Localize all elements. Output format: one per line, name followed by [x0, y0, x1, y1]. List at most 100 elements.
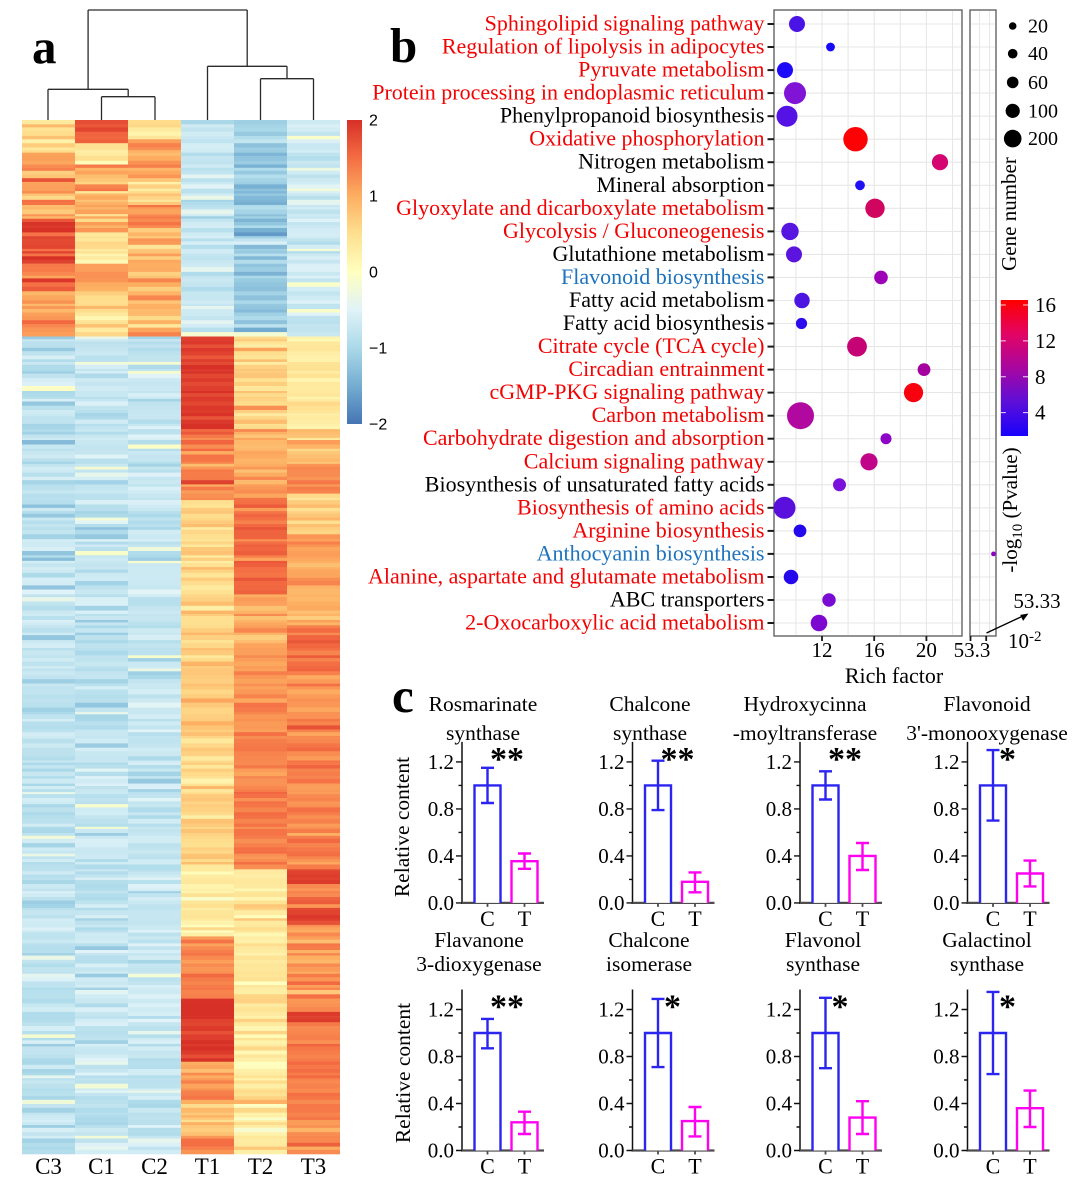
svg-text:40: 40	[1028, 43, 1048, 65]
svg-text:T3: T3	[301, 1154, 327, 1179]
svg-text:Glyoxylate and dicarboxylate m: Glyoxylate and dicarboxylate metabolism	[396, 195, 764, 220]
svg-text:T2: T2	[248, 1154, 274, 1179]
svg-text:0.0: 0.0	[766, 891, 792, 915]
svg-text:60: 60	[1028, 72, 1048, 94]
svg-text:a: a	[32, 19, 57, 74]
svg-text:*: *	[832, 989, 849, 1026]
svg-text:Carbohydrate digestion and abs: Carbohydrate digestion and absorption	[423, 425, 765, 450]
svg-text:1.2: 1.2	[933, 750, 959, 774]
svg-text:4: 4	[1035, 401, 1046, 425]
svg-text:Phenylpropanoid biosynthesis: Phenylpropanoid biosynthesis	[500, 103, 765, 128]
svg-text:0.0: 0.0	[598, 891, 624, 915]
svg-text:T: T	[518, 1154, 532, 1179]
svg-text:12: 12	[812, 638, 833, 662]
svg-text:**: **	[661, 741, 695, 778]
svg-text:Flavonol: Flavonol	[785, 928, 861, 952]
svg-text:0.8: 0.8	[933, 797, 959, 821]
svg-text:1.2: 1.2	[428, 750, 454, 774]
svg-text:C2: C2	[141, 1154, 168, 1179]
svg-text:0.0: 0.0	[428, 891, 454, 915]
svg-text:C1: C1	[88, 1154, 115, 1179]
svg-text:0.8: 0.8	[933, 1045, 959, 1069]
svg-text:T: T	[688, 906, 702, 931]
svg-text:0.4: 0.4	[428, 844, 455, 868]
svg-text:Hydroxycinna: Hydroxycinna	[744, 692, 867, 716]
svg-text:0.0: 0.0	[933, 891, 959, 915]
svg-text:Regulation of lipolysis in adi: Regulation of lipolysis in adipocytes	[442, 34, 765, 59]
svg-text:10-2: 10-2	[1008, 629, 1042, 653]
svg-text:0.8: 0.8	[428, 1045, 454, 1069]
svg-text:0.4: 0.4	[766, 844, 793, 868]
svg-text:Rich factor: Rich factor	[845, 663, 944, 688]
svg-text:Glycolysis / Gluconeogenesis: Glycolysis / Gluconeogenesis	[503, 218, 765, 243]
svg-text:0.0: 0.0	[428, 1139, 454, 1163]
svg-text:*: *	[664, 989, 681, 1026]
svg-text:**: **	[490, 741, 524, 778]
svg-text:Oxidative phosphorylation: Oxidative phosphorylation	[529, 126, 764, 151]
svg-text:Alanine, aspartate and glutama: Alanine, aspartate and glutamate metabol…	[368, 564, 764, 589]
svg-text:C: C	[818, 906, 833, 931]
svg-text:Chalcone: Chalcone	[608, 928, 689, 952]
svg-text:Flavanone: Flavanone	[434, 928, 524, 952]
svg-text:Chalcone: Chalcone	[609, 692, 690, 716]
svg-text:0.0: 0.0	[933, 1139, 959, 1163]
svg-text:C3: C3	[35, 1154, 62, 1179]
svg-text:Biosynthesis of unsaturated fa: Biosynthesis of unsaturated fatty acids	[425, 471, 765, 496]
svg-text:T: T	[1023, 1154, 1037, 1179]
svg-text:3-dioxygenase: 3-dioxygenase	[416, 952, 541, 976]
svg-text:Relative content: Relative content	[390, 757, 414, 897]
svg-text:Pyruvate metabolism: Pyruvate metabolism	[578, 57, 764, 82]
svg-text:0.4: 0.4	[933, 1092, 960, 1116]
svg-text:Arginine biosynthesis: Arginine biosynthesis	[572, 517, 764, 542]
svg-text:0.8: 0.8	[598, 1045, 624, 1069]
svg-text:Anthocyanin biosynthesis: Anthocyanin biosynthesis	[537, 540, 765, 565]
svg-text:0.8: 0.8	[766, 797, 792, 821]
svg-text:isomerase: isomerase	[606, 952, 692, 976]
svg-text:Carbon metabolism: Carbon metabolism	[592, 402, 765, 427]
svg-text:*: *	[999, 989, 1016, 1026]
svg-text:0.8: 0.8	[598, 797, 624, 821]
svg-text:Mineral absorption: Mineral absorption	[596, 172, 764, 197]
svg-text:0.0: 0.0	[766, 1139, 792, 1163]
svg-text:53.3: 53.3	[954, 638, 991, 662]
svg-text:Citrate cycle (TCA cycle): Citrate cycle (TCA cycle)	[538, 333, 765, 358]
svg-text:2-Oxocarboxylic acid metabolis: 2-Oxocarboxylic acid metabolism	[465, 610, 764, 635]
svg-text:1.2: 1.2	[766, 998, 792, 1022]
svg-text:Rosmarinate: Rosmarinate	[429, 692, 538, 716]
svg-text:100: 100	[1028, 100, 1058, 122]
svg-text:b: b	[390, 18, 417, 73]
svg-text:3'-monooxygenase: 3'-monooxygenase	[906, 721, 1068, 745]
svg-text:Relative content: Relative content	[391, 1003, 415, 1143]
svg-text:0.4: 0.4	[933, 844, 960, 868]
svg-text:synthase: synthase	[613, 721, 687, 745]
svg-text:C: C	[480, 906, 495, 931]
svg-text:Galactinol: Galactinol	[942, 928, 1032, 952]
svg-text:-log10 (Pvalue): -log10 (Pvalue)	[998, 447, 1026, 572]
svg-text:53.33: 53.33	[1013, 589, 1060, 613]
svg-text:Nitrogen metabolism: Nitrogen metabolism	[578, 149, 764, 174]
svg-text:Flavonoid: Flavonoid	[943, 692, 1030, 716]
svg-text:*: *	[999, 741, 1016, 778]
svg-text:**: **	[490, 989, 524, 1026]
svg-text:16: 16	[864, 638, 885, 662]
svg-text:0.4: 0.4	[598, 844, 625, 868]
svg-text:1.2: 1.2	[598, 998, 624, 1022]
svg-text:C: C	[818, 1154, 833, 1179]
svg-text:Protein processing in endoplas: Protein processing in endoplasmic reticu…	[372, 80, 764, 105]
svg-text:0.4: 0.4	[766, 1092, 793, 1116]
svg-text:Flavonoid biosynthesis: Flavonoid biosynthesis	[561, 264, 765, 289]
svg-text:1.2: 1.2	[766, 750, 792, 774]
svg-text:T: T	[688, 1154, 702, 1179]
svg-text:C: C	[651, 1154, 666, 1179]
svg-text:−1: −1	[369, 341, 387, 358]
svg-text:−2: −2	[369, 417, 387, 434]
svg-text:0.8: 0.8	[766, 1045, 792, 1069]
svg-text:Glutathione metabolism: Glutathione metabolism	[552, 241, 764, 266]
svg-text:1: 1	[369, 189, 378, 206]
svg-text:0.8: 0.8	[428, 797, 454, 821]
svg-text:Fatty acid biosynthesis: Fatty acid biosynthesis	[563, 310, 765, 335]
svg-text:T: T	[856, 1154, 870, 1179]
svg-text:T: T	[518, 906, 532, 931]
svg-text:200: 200	[1028, 128, 1058, 150]
svg-text:1.2: 1.2	[428, 998, 454, 1022]
